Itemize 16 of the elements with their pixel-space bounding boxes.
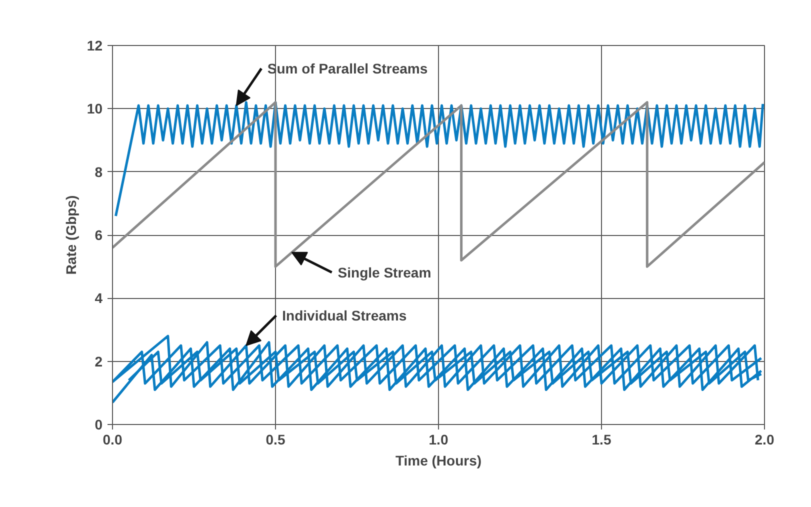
x-axis-title: Time (Hours)	[395, 452, 482, 468]
y-tick-label: 8	[94, 164, 103, 180]
y-tick-label: 6	[94, 227, 103, 243]
x-tick-label: 1.5	[592, 432, 612, 448]
y-tick-label: 2	[94, 353, 103, 370]
annotation: Single Stream	[338, 264, 432, 280]
y-tick-label: 0	[94, 416, 103, 432]
y-tick-label: 4	[94, 290, 103, 306]
y-tick-label: 10	[86, 100, 103, 117]
x-tick-label: 2.0	[754, 432, 774, 448]
annotation: Individual Streams	[282, 308, 407, 324]
y-axis-title: Rate (Gbps)	[62, 195, 79, 275]
y-tick-label: 12	[86, 38, 103, 54]
x-tick-label: 0.0	[102, 432, 122, 448]
x-tick-label: 1.0	[428, 432, 448, 448]
x-tick-label: 0.5	[266, 432, 286, 448]
